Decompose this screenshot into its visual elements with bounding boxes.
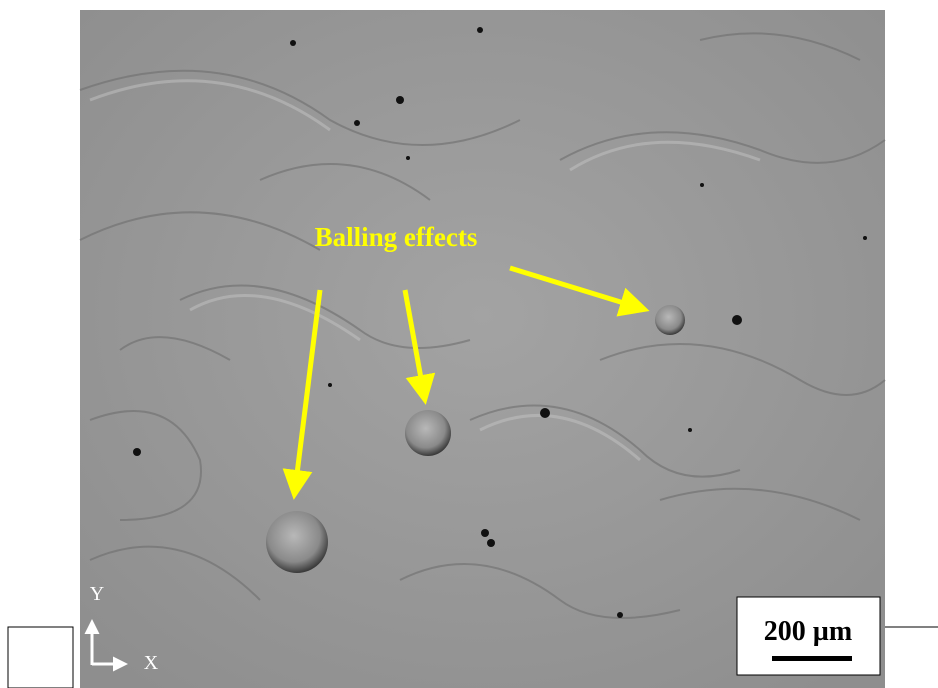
micrograph-figure: Balling effects Y X 200 µm	[0, 0, 938, 688]
frame-box	[8, 627, 73, 688]
scale-bar	[772, 656, 852, 661]
annotation-label: Balling effects	[315, 222, 478, 252]
y-axis-label: Y	[90, 583, 104, 605]
scale-bar-label: 200 µm	[764, 616, 852, 647]
x-axis-label: X	[144, 652, 159, 674]
sem-image	[80, 10, 885, 688]
